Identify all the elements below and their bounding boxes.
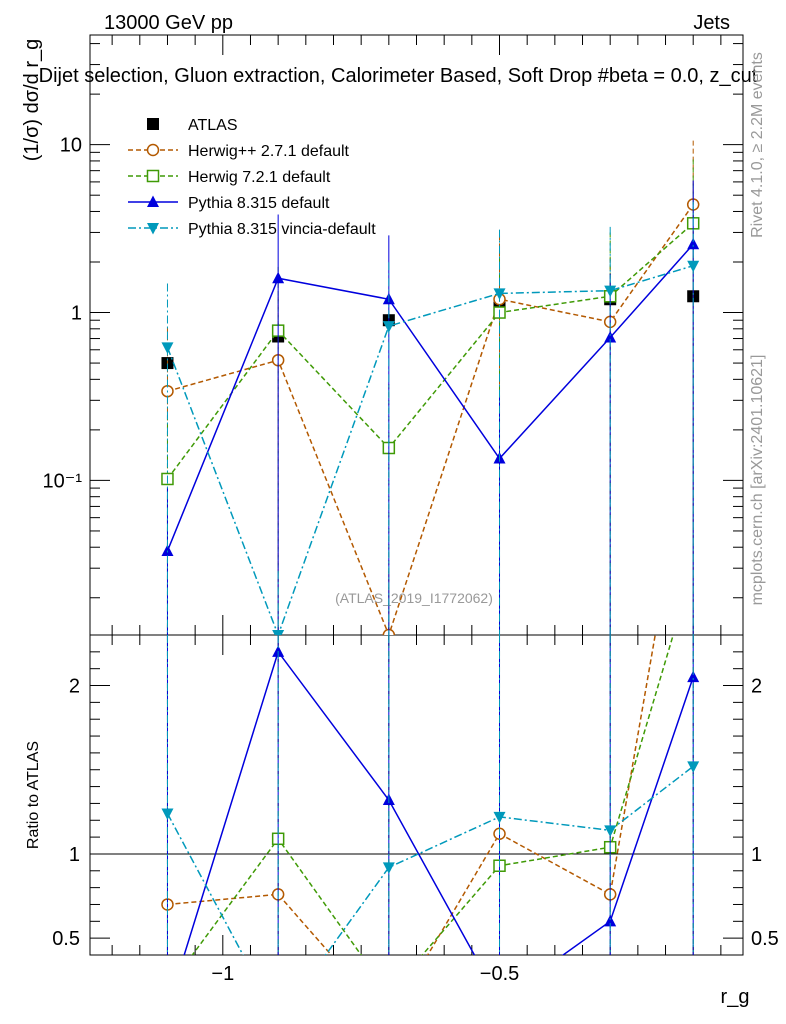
ratio-series-line — [183, 650, 694, 955]
series-line — [167, 204, 694, 635]
legend-marker — [146, 143, 160, 157]
mcplots-source-label: mcplots.cern.ch [arXiv:2401.10621] — [749, 355, 766, 606]
ratio-series-herwig-7-2-1-default — [166, 635, 694, 955]
rivet-version-label: Rivet 4.1.0, ≥ 2.2M events — [749, 52, 766, 238]
series-pythia-8-315-default — [161, 180, 700, 635]
main-y-axis-label: (1/σ) dσ/d r_g — [21, 39, 43, 162]
y-tick-label: 1 — [71, 303, 82, 325]
ratio-data-point — [382, 862, 395, 874]
series-herwig-2-7-1-default — [161, 140, 700, 635]
legend-label: Herwig 7.2.1 default — [188, 169, 331, 186]
ratio-panel-series — [161, 635, 700, 955]
x-tick-label: −0.5 — [480, 963, 519, 985]
legend-marker — [147, 223, 159, 235]
data-point — [687, 260, 700, 273]
ratio-y-tick-label-right: 2 — [751, 676, 762, 698]
ratio-y-tick-label-right: 0.5 — [751, 928, 779, 950]
ratio-y-tick-label: 2 — [69, 676, 80, 698]
ratio-y-tick-label: 1 — [69, 844, 80, 866]
ratio-y-tick-label: 0.5 — [52, 928, 80, 950]
series-atlas — [161, 290, 700, 370]
legend-label: ATLAS — [188, 117, 238, 134]
legend: ATLAS Herwig++ 2.7.1 default Herwig 7.2.1 … — [128, 117, 376, 238]
legend-label: Pythia 8.315 vincia-default — [188, 221, 376, 238]
legend-entry: Pythia 8.315 default — [128, 195, 330, 212]
ratio-series-herwig-2-7-1-default — [161, 635, 694, 955]
ratio-series-line — [191, 635, 674, 955]
ratio-data-point — [604, 825, 617, 837]
x-tick-label: −1 — [211, 963, 234, 985]
legend-label: Herwig++ 2.7.1 default — [188, 143, 350, 160]
data-point — [382, 321, 395, 333]
data-point — [272, 630, 285, 635]
series-line — [166, 243, 694, 552]
legend-entry: Herwig 7.2.1 default — [128, 169, 331, 186]
ratio-data-point — [493, 811, 506, 824]
plot-title: Dijet selection, Gluon extraction, Calor… — [39, 65, 758, 87]
legend-marker — [147, 118, 159, 130]
ratio-series-pythia-8-315-default — [166, 635, 700, 955]
ratio-y-axis-label: Ratio to ATLAS — [25, 741, 42, 849]
main-panel-series — [161, 140, 700, 635]
y-tick-label: 10 — [60, 135, 82, 157]
series-line — [166, 222, 694, 480]
ratio-series-line — [167, 635, 656, 955]
data-point — [272, 271, 285, 284]
legend-marker — [146, 169, 160, 183]
ratio-series-pythia-8-315-vincia-default — [161, 635, 700, 955]
ratio-panel-frame — [89, 634, 744, 956]
legend-marker — [147, 195, 159, 207]
analysis-watermark: (ATLAS_2019_I1772062) — [335, 590, 493, 606]
legend-label: Pythia 8.315 default — [188, 195, 330, 212]
ratio-data-point — [161, 808, 174, 821]
y-tick-label: 10⁻¹ — [43, 470, 83, 492]
data-point — [604, 285, 617, 298]
data-point — [604, 331, 617, 343]
legend-entry: ATLAS — [147, 117, 238, 134]
energy-label: 13000 GeV pp — [104, 12, 233, 34]
data-point — [493, 288, 506, 300]
data-point — [161, 342, 174, 354]
ratio-series-line — [166, 765, 694, 955]
legend-entry: Pythia 8.315 vincia-default — [128, 221, 376, 238]
axis-tick-labels: 10⁻¹ 1 10 0.5 0.5 1 1 2 2 −1 −0.5 — [43, 135, 779, 985]
category-label: Jets — [693, 12, 730, 34]
ratio-data-point — [687, 761, 700, 773]
x-axis-label: r_g — [721, 986, 750, 1008]
series-pythia-8-315-vincia-default — [161, 201, 700, 635]
ratio-data-point — [687, 670, 700, 683]
legend-entry: Herwig++ 2.7.1 default — [128, 143, 350, 160]
data-point — [687, 237, 700, 250]
ratio-data-point — [604, 914, 617, 927]
series-line — [166, 265, 694, 635]
data-point — [161, 544, 174, 556]
ratio-y-tick-label-right: 1 — [751, 844, 762, 866]
